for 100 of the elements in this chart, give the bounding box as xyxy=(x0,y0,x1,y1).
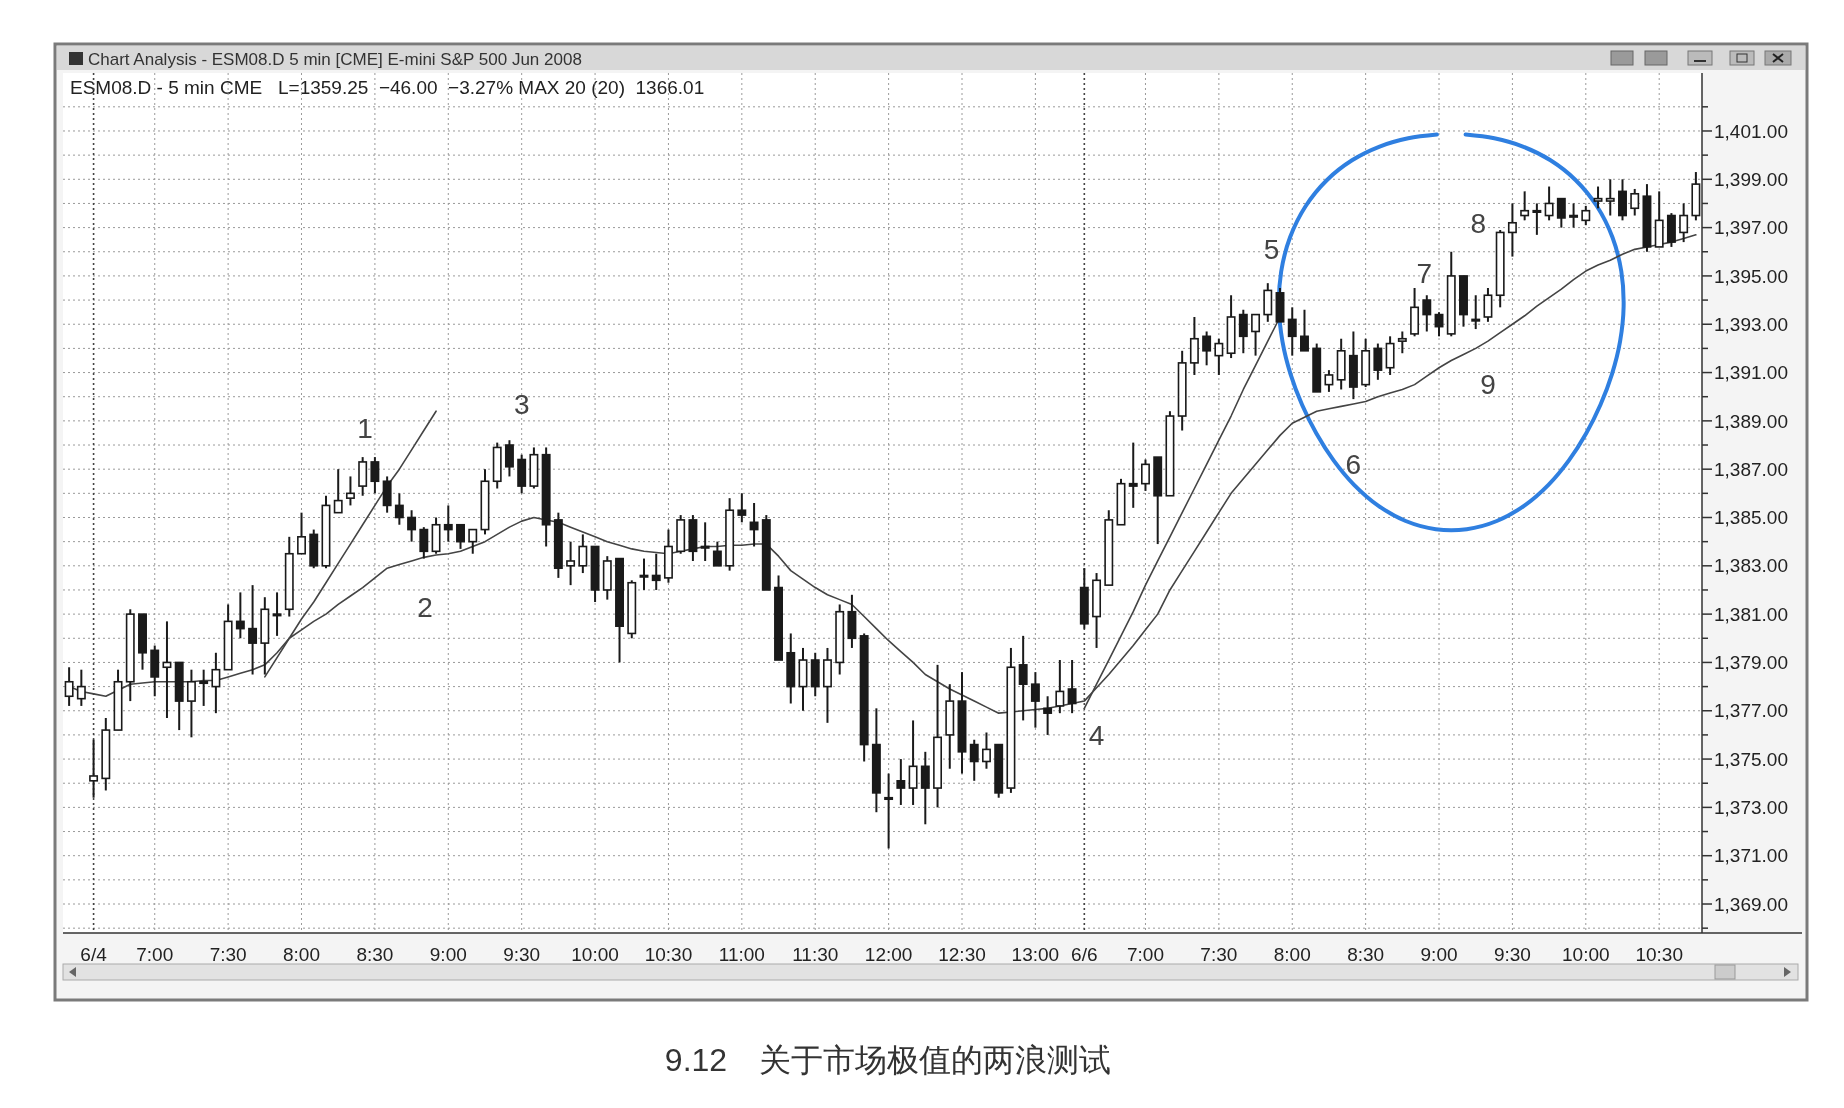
candlestick xyxy=(1287,306,1297,357)
annotation: 1 xyxy=(357,412,373,444)
x-tick-label: 9:30 xyxy=(503,944,541,965)
candlestick xyxy=(345,475,355,507)
y-tick-label: 1,389.00 xyxy=(1714,410,1788,432)
x-tick-label: 6/6 xyxy=(1071,944,1098,965)
candlestick xyxy=(468,528,478,555)
candlestick xyxy=(639,557,649,591)
x-tick-label: 12:30 xyxy=(938,944,986,965)
y-tick-label: 1,391.00 xyxy=(1714,362,1788,384)
x-tick-label: 7:00 xyxy=(1126,944,1164,965)
candlestick xyxy=(297,511,306,555)
candlestick xyxy=(1630,187,1640,217)
candlestick xyxy=(1422,294,1432,333)
x-tick-label: 10:30 xyxy=(1635,944,1683,965)
candlestick xyxy=(1569,202,1579,229)
candlestick xyxy=(1043,695,1053,736)
candlestick xyxy=(566,540,576,587)
candlestick xyxy=(700,521,710,562)
annotation: 4 xyxy=(1088,719,1105,751)
annotation: 8 xyxy=(1470,207,1486,239)
x-tick-label: 9:00 xyxy=(429,944,467,965)
x-tick-label: 8:30 xyxy=(1347,944,1385,965)
chart-subtitle: ESM08.D - 5 min CME L=1359.25 −46.00 −3.27% MAX 20 (20) 1366.01 xyxy=(70,77,705,98)
candlestick xyxy=(1141,458,1150,492)
y-tick-label: 1,381.00 xyxy=(1714,603,1788,625)
x-tick-label: 9:30 xyxy=(1493,944,1531,965)
candlestick xyxy=(1471,294,1481,331)
x-tick-label: 12:00 xyxy=(864,944,913,965)
y-tick-label: 1,379.00 xyxy=(1714,652,1788,674)
candlestick xyxy=(1605,178,1615,217)
candlestick xyxy=(407,509,417,543)
candlestick xyxy=(186,668,196,739)
candlestick xyxy=(272,591,282,637)
candlestick xyxy=(443,504,453,543)
y-tick-label: 1,385.00 xyxy=(1714,507,1788,529)
candlestick xyxy=(896,758,906,806)
x-tick-label: 10:00 xyxy=(571,944,619,965)
candlestick xyxy=(749,502,759,548)
y-tick-label: 1,393.00 xyxy=(1714,313,1788,335)
candlestick xyxy=(1373,342,1383,381)
y-tick-label: 1,397.00 xyxy=(1714,217,1788,239)
x-tick-label: 10:30 xyxy=(644,944,693,965)
candlestick xyxy=(248,584,258,676)
candlestick xyxy=(199,668,209,707)
candlestick xyxy=(1483,287,1493,323)
candlestick xyxy=(1532,202,1542,236)
candlestick xyxy=(76,668,86,707)
candlestick xyxy=(235,591,245,640)
candlestick xyxy=(1507,202,1517,258)
x-tick-label: 8:30 xyxy=(356,944,394,965)
y-tick-label: 1,387.00 xyxy=(1714,458,1788,480)
y-tick-label: 1,401.00 xyxy=(1714,120,1788,142)
line-series xyxy=(264,410,437,678)
y-tick-label: 1,375.00 xyxy=(1714,748,1788,770)
candlestick xyxy=(712,540,722,567)
x-tick-label: 7:00 xyxy=(136,944,174,965)
x-tick-label: 13:00 xyxy=(1011,944,1060,965)
chart-title: Chart Analysis - ESM08.D 5 min [CME] E-mini S&P 500 Jun 2008 xyxy=(88,50,582,69)
y-tick-label: 1,371.00 xyxy=(1714,845,1788,867)
candlestick xyxy=(1324,369,1334,393)
candlestick xyxy=(1202,330,1212,367)
x-tick-label: 7:30 xyxy=(209,944,247,965)
candlestick xyxy=(982,731,991,770)
annotation: 6 xyxy=(1345,449,1362,481)
x-tick-label: 11:00 xyxy=(718,944,765,965)
candlestick xyxy=(1067,659,1077,715)
candlestick xyxy=(908,719,918,806)
candlestick xyxy=(1397,330,1407,355)
candlestick xyxy=(333,468,343,514)
candlestick xyxy=(884,772,894,850)
candlestick xyxy=(1055,659,1065,715)
candlestick xyxy=(1214,337,1224,376)
x-tick-label: 7:30 xyxy=(1200,944,1238,965)
candlestick xyxy=(578,533,588,575)
candlestick xyxy=(419,526,429,560)
y-tick-label: 1,369.00 xyxy=(1714,893,1788,915)
candlestick xyxy=(1018,634,1028,722)
candlestick xyxy=(504,439,514,478)
candlestick xyxy=(920,750,930,826)
candlestick xyxy=(1238,308,1248,355)
y-tick-label: 1,395.00 xyxy=(1714,265,1788,287)
candlestick xyxy=(456,523,465,550)
annotation: 3 xyxy=(513,388,530,420)
y-tick-label: 1,377.00 xyxy=(1714,700,1788,722)
x-tick-label: 9:00 xyxy=(1420,944,1458,965)
candlestick xyxy=(1581,204,1591,227)
candlestick xyxy=(1556,197,1566,229)
candlestick xyxy=(1544,185,1554,222)
y-tick-label: 1,383.00 xyxy=(1714,555,1788,577)
candlestick xyxy=(1251,313,1261,357)
candlestick xyxy=(211,651,221,715)
annotation: 7 xyxy=(1416,258,1433,290)
candlestick xyxy=(737,492,747,524)
candlestick xyxy=(1300,308,1309,352)
y-tick-label: 1,373.00 xyxy=(1714,797,1788,819)
candlestick xyxy=(370,456,380,495)
x-tick-label: 10:00 xyxy=(1562,944,1610,965)
x-tick-label: 6/4 xyxy=(80,944,108,965)
y-tick-label: 1,399.00 xyxy=(1714,168,1788,190)
